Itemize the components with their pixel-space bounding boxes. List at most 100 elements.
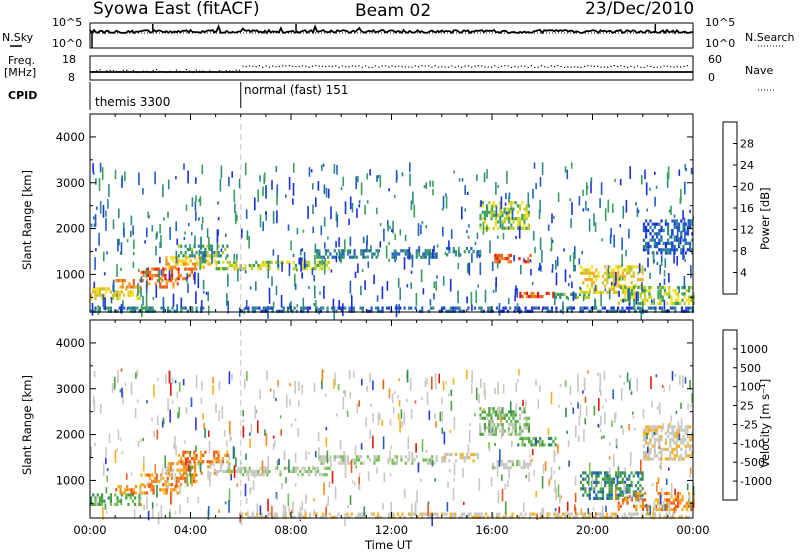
velocity-cell — [242, 428, 245, 438]
velocity-cell — [675, 447, 678, 451]
power-cell — [489, 309, 492, 313]
velocity-cell — [357, 458, 361, 462]
power-cell — [571, 281, 573, 289]
velocity-cell — [395, 458, 399, 462]
velocity-cell — [512, 413, 515, 417]
power-cell — [485, 225, 488, 232]
power-cell — [531, 309, 534, 313]
power-cell — [660, 225, 663, 229]
power-cell — [559, 309, 562, 313]
velocity-cell — [667, 435, 670, 439]
power-cell — [393, 252, 396, 256]
velocity-cell — [548, 479, 551, 486]
velocity-cell — [684, 425, 687, 429]
power-cell — [95, 178, 97, 185]
power-cell — [177, 273, 180, 278]
power-cell — [667, 229, 670, 233]
velocity-cell — [207, 465, 210, 469]
velocity-cell — [195, 473, 198, 477]
velocity-cell — [483, 408, 485, 412]
velocity-cell — [608, 487, 611, 491]
velocity-cell — [521, 440, 524, 444]
velocity-cell — [355, 515, 358, 519]
velocity-cell — [155, 473, 158, 477]
velocity-cell — [147, 481, 150, 485]
velocity-cell — [664, 431, 667, 435]
power-cell — [194, 271, 196, 285]
velocity-cell — [392, 515, 395, 519]
velocity-cell — [209, 465, 212, 469]
velocity-cell — [426, 392, 429, 406]
velocity-cell — [264, 429, 266, 436]
velocity-cell — [381, 419, 383, 426]
velocity-cell — [189, 451, 192, 455]
power-cell — [298, 257, 300, 265]
velocity-cell — [678, 433, 681, 440]
power-cell — [623, 309, 626, 313]
power-cell — [524, 309, 527, 313]
velocity-cell — [226, 469, 229, 474]
velocity-cell — [410, 515, 413, 519]
velocity-cell — [346, 461, 350, 465]
velocity-cell — [388, 515, 391, 519]
power-cell — [215, 254, 218, 258]
power-cell — [625, 306, 628, 310]
velocity-cell — [140, 473, 143, 477]
nave-dot — [252, 65, 254, 67]
velocity-cell — [193, 473, 196, 477]
power-cell — [316, 263, 319, 268]
velocity-cell — [644, 498, 647, 502]
nave-dot — [653, 66, 655, 69]
power-cell — [362, 236, 365, 244]
velocity-cell — [213, 460, 215, 467]
velocity-cell — [626, 501, 629, 505]
power-cell — [630, 274, 633, 278]
velocity-cell — [213, 453, 216, 457]
velocity-cell — [255, 469, 258, 474]
power-cell — [241, 228, 243, 239]
velocity-cell — [686, 454, 689, 458]
velocity-cell — [593, 487, 596, 491]
velocity-cell — [633, 504, 636, 508]
velocity-cell — [250, 487, 252, 491]
velocity-cell — [256, 503, 259, 513]
velocity-cell — [361, 512, 364, 516]
velocity-cell — [342, 396, 345, 410]
power-cell — [664, 241, 667, 245]
power-cell — [663, 285, 666, 290]
velocity-cell — [266, 466, 269, 470]
velocity-cell — [178, 468, 181, 472]
velocity-cell — [159, 488, 162, 492]
velocity-cell — [663, 515, 666, 519]
power-cell — [553, 215, 555, 219]
velocity-cell — [228, 454, 231, 461]
velocity-cell — [517, 515, 521, 519]
power-cell — [132, 225, 134, 236]
velocity-cell — [634, 512, 637, 516]
velocity-cell — [523, 443, 526, 447]
velocity-cell — [569, 385, 572, 396]
power-cell — [590, 271, 594, 275]
power-cell — [185, 262, 188, 266]
nave-dot — [650, 65, 652, 68]
velocity-cell — [360, 455, 363, 459]
velocity-cell — [167, 479, 169, 490]
velocity-cell — [292, 501, 294, 515]
velocity-cell — [215, 460, 218, 464]
power-cell — [633, 292, 636, 296]
velocity-cell — [514, 432, 517, 436]
velocity-cell — [228, 371, 231, 385]
velocity-cell — [121, 450, 124, 455]
velocity-cell — [488, 423, 491, 427]
power-cell — [686, 248, 689, 252]
power-cell — [684, 251, 687, 255]
power-cell — [582, 189, 584, 196]
power-cell — [112, 284, 114, 292]
velocity-cell — [357, 515, 360, 519]
power-cell — [340, 186, 343, 191]
velocity-cell — [185, 471, 188, 475]
nave-dot — [242, 65, 244, 67]
velocity-cell — [491, 428, 493, 432]
power-cell — [379, 241, 382, 248]
beam-title: Beam 02 — [355, 1, 432, 21]
